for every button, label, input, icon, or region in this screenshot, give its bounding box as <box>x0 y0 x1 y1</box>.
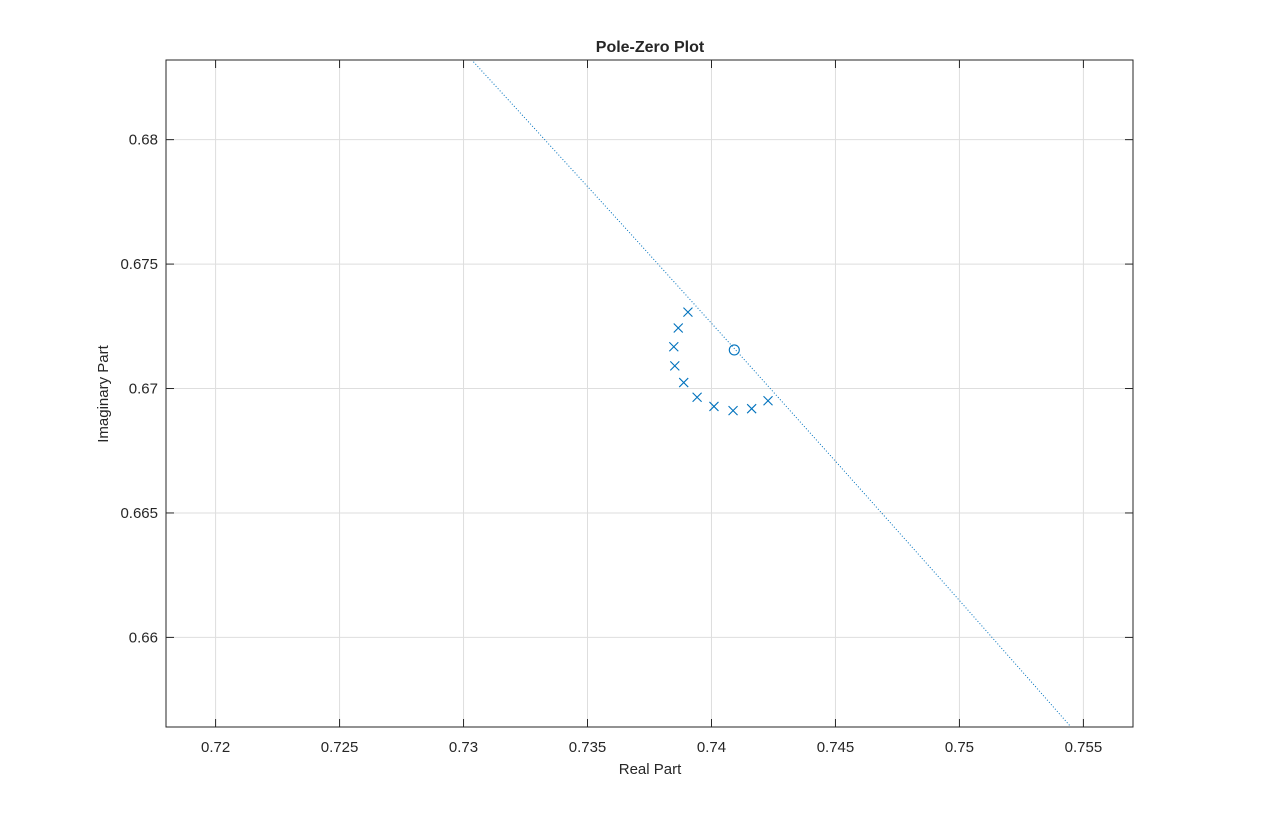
pole-marker <box>763 395 773 406</box>
grid-lines <box>166 60 1133 727</box>
unit-circle-line <box>471 60 1072 727</box>
pole-marker <box>728 405 738 416</box>
axes-box <box>165 59 1134 728</box>
pole-marker <box>692 392 702 403</box>
axes-background <box>166 60 1133 727</box>
y-tick-label: 0.66 <box>129 629 158 646</box>
x-tick-label: 0.73 <box>449 739 478 756</box>
series-layer <box>471 60 1072 727</box>
y-tick-labels: 0.66 0.665 0.67 0.675 0.68 <box>120 132 158 647</box>
y-tick-label: 0.675 <box>120 256 158 273</box>
pole-marker <box>673 323 684 333</box>
y-tick-label: 0.68 <box>129 132 158 149</box>
x-tick-label: 0.735 <box>569 739 607 756</box>
x-tick-label: 0.72 <box>201 739 230 756</box>
pole-marker <box>668 341 679 352</box>
y-axis-label: Imaginary Part <box>95 344 112 442</box>
y-tick-label: 0.665 <box>120 505 158 522</box>
x-tick-label: 0.755 <box>1065 739 1103 756</box>
pole-marker <box>709 401 719 412</box>
pole-marker <box>669 360 680 371</box>
y-tick-label: 0.67 <box>129 381 158 398</box>
x-tick-label: 0.725 <box>321 739 359 756</box>
pole-marker <box>746 403 757 414</box>
pole-marker <box>683 307 693 318</box>
x-tick-label: 0.74 <box>697 739 726 756</box>
zero-marker <box>728 344 740 356</box>
chart-title: Pole-Zero Plot <box>596 39 705 56</box>
tick-marks <box>166 60 1133 727</box>
x-axis-label: Real Part <box>619 761 682 778</box>
x-tick-label: 0.75 <box>945 739 974 756</box>
x-tick-labels: 0.72 0.725 0.73 0.735 0.74 0.745 0.75 0.755 <box>201 739 1102 756</box>
x-tick-label: 0.745 <box>817 739 855 756</box>
pole-marker <box>678 377 689 388</box>
